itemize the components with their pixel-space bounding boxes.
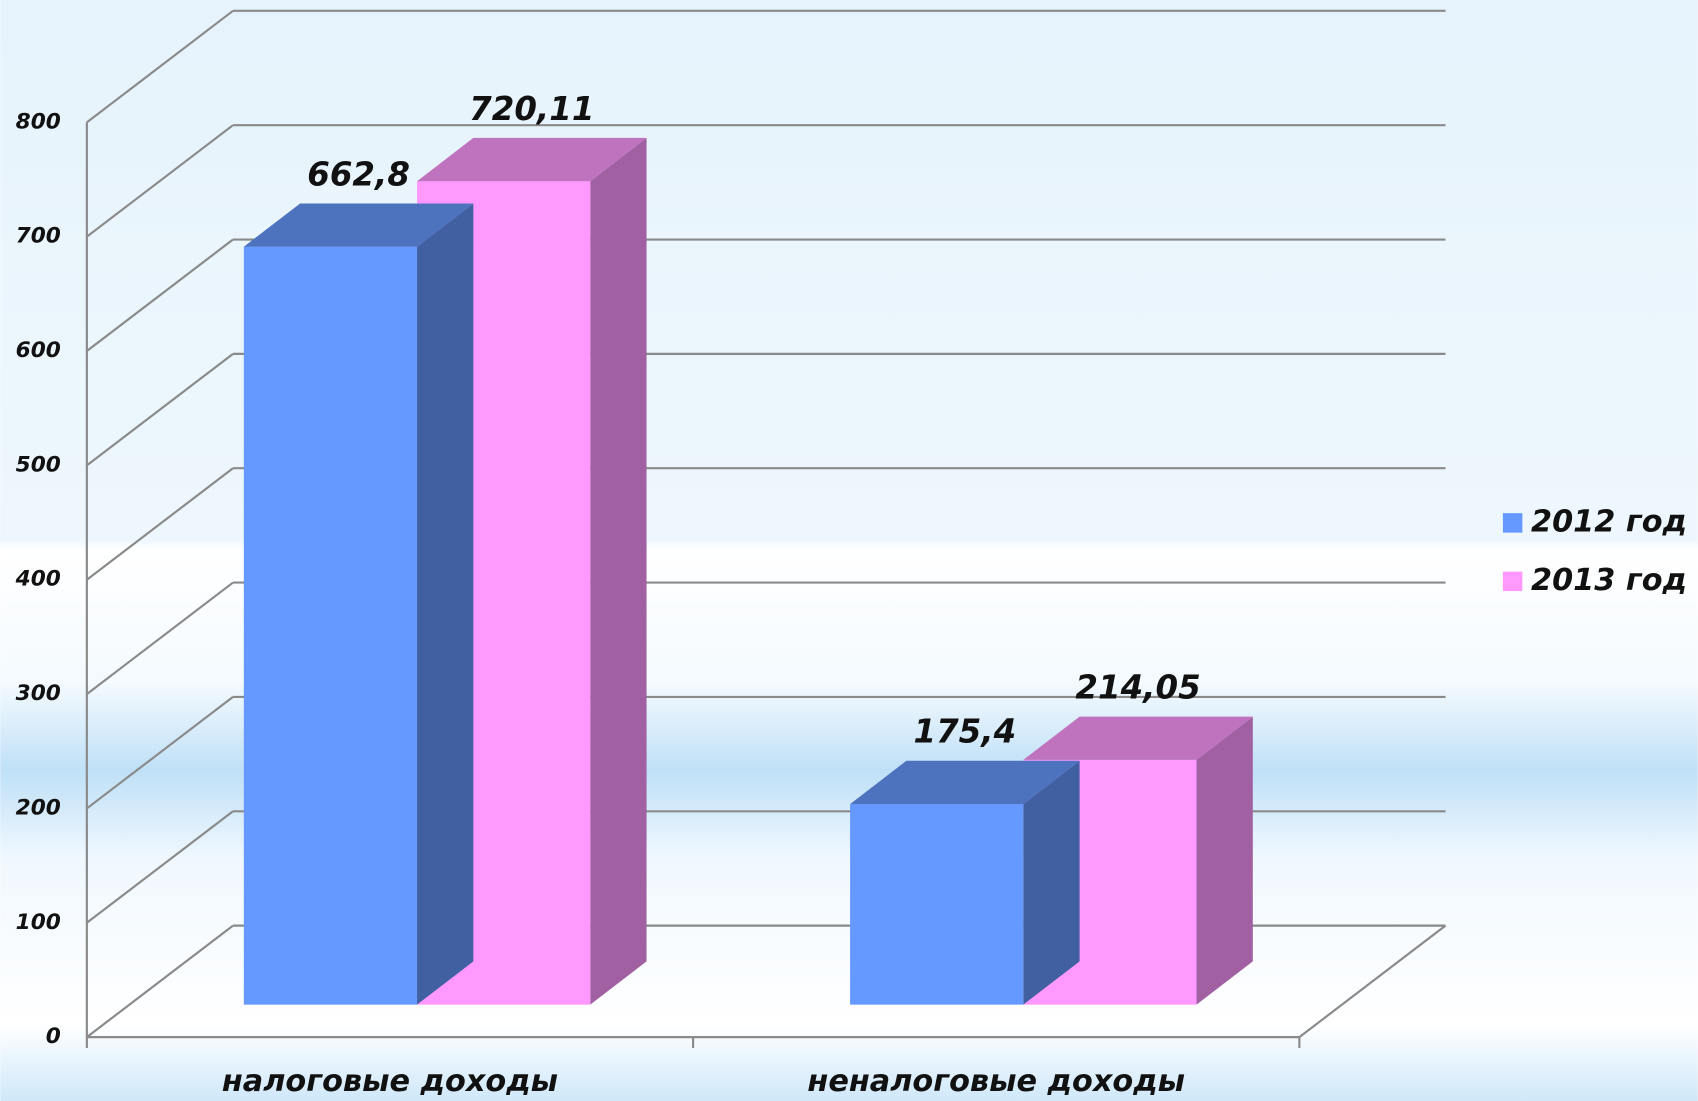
x-tick-label: неналоговые доходы — [807, 1064, 1185, 1099]
y-tick-label: 500 — [16, 452, 61, 477]
bar-side — [417, 203, 474, 1005]
bar-top — [850, 760, 1080, 805]
y-tick-label: 100 — [16, 910, 61, 935]
grid-line — [86, 467, 234, 581]
grid-line — [86, 238, 234, 352]
axis — [1298, 924, 1447, 1038]
grid-line — [86, 9, 234, 124]
bar-side — [1196, 716, 1253, 1005]
y-tick-label: 300 — [16, 681, 61, 706]
y-tick-label: 800 — [16, 109, 61, 134]
grid-line — [86, 924, 234, 1038]
y-tick-label: 400 — [15, 567, 61, 592]
grid-line — [86, 124, 234, 238]
bar — [243, 246, 418, 1005]
bar-top — [417, 137, 647, 182]
legend-label: 2012 год — [1531, 504, 1687, 539]
x-tick-label: налоговые доходы — [222, 1064, 558, 1099]
data-label: 175,4 — [913, 713, 1016, 751]
y-tick-label: 200 — [16, 795, 61, 820]
grid-line — [86, 696, 234, 810]
bar-top — [1023, 716, 1253, 760]
y-tick-label: 600 — [16, 338, 61, 363]
bar — [850, 804, 1024, 1005]
legend-label: 2013 год — [1531, 563, 1687, 598]
legend-swatch — [1502, 571, 1523, 592]
bar-side — [1023, 760, 1080, 1005]
data-label: 214,05 — [1075, 669, 1200, 707]
grid-line — [86, 810, 234, 924]
y-tick-label: 700 — [16, 224, 61, 249]
data-label: 720,11 — [469, 90, 594, 128]
y-tick-label: 0 — [46, 1024, 61, 1049]
bar-top — [243, 203, 474, 247]
bar-side — [590, 137, 647, 1005]
data-label: 662,8 — [307, 155, 410, 193]
grid-line — [86, 353, 234, 467]
legend-swatch — [1502, 513, 1523, 533]
grid-line — [86, 581, 234, 695]
